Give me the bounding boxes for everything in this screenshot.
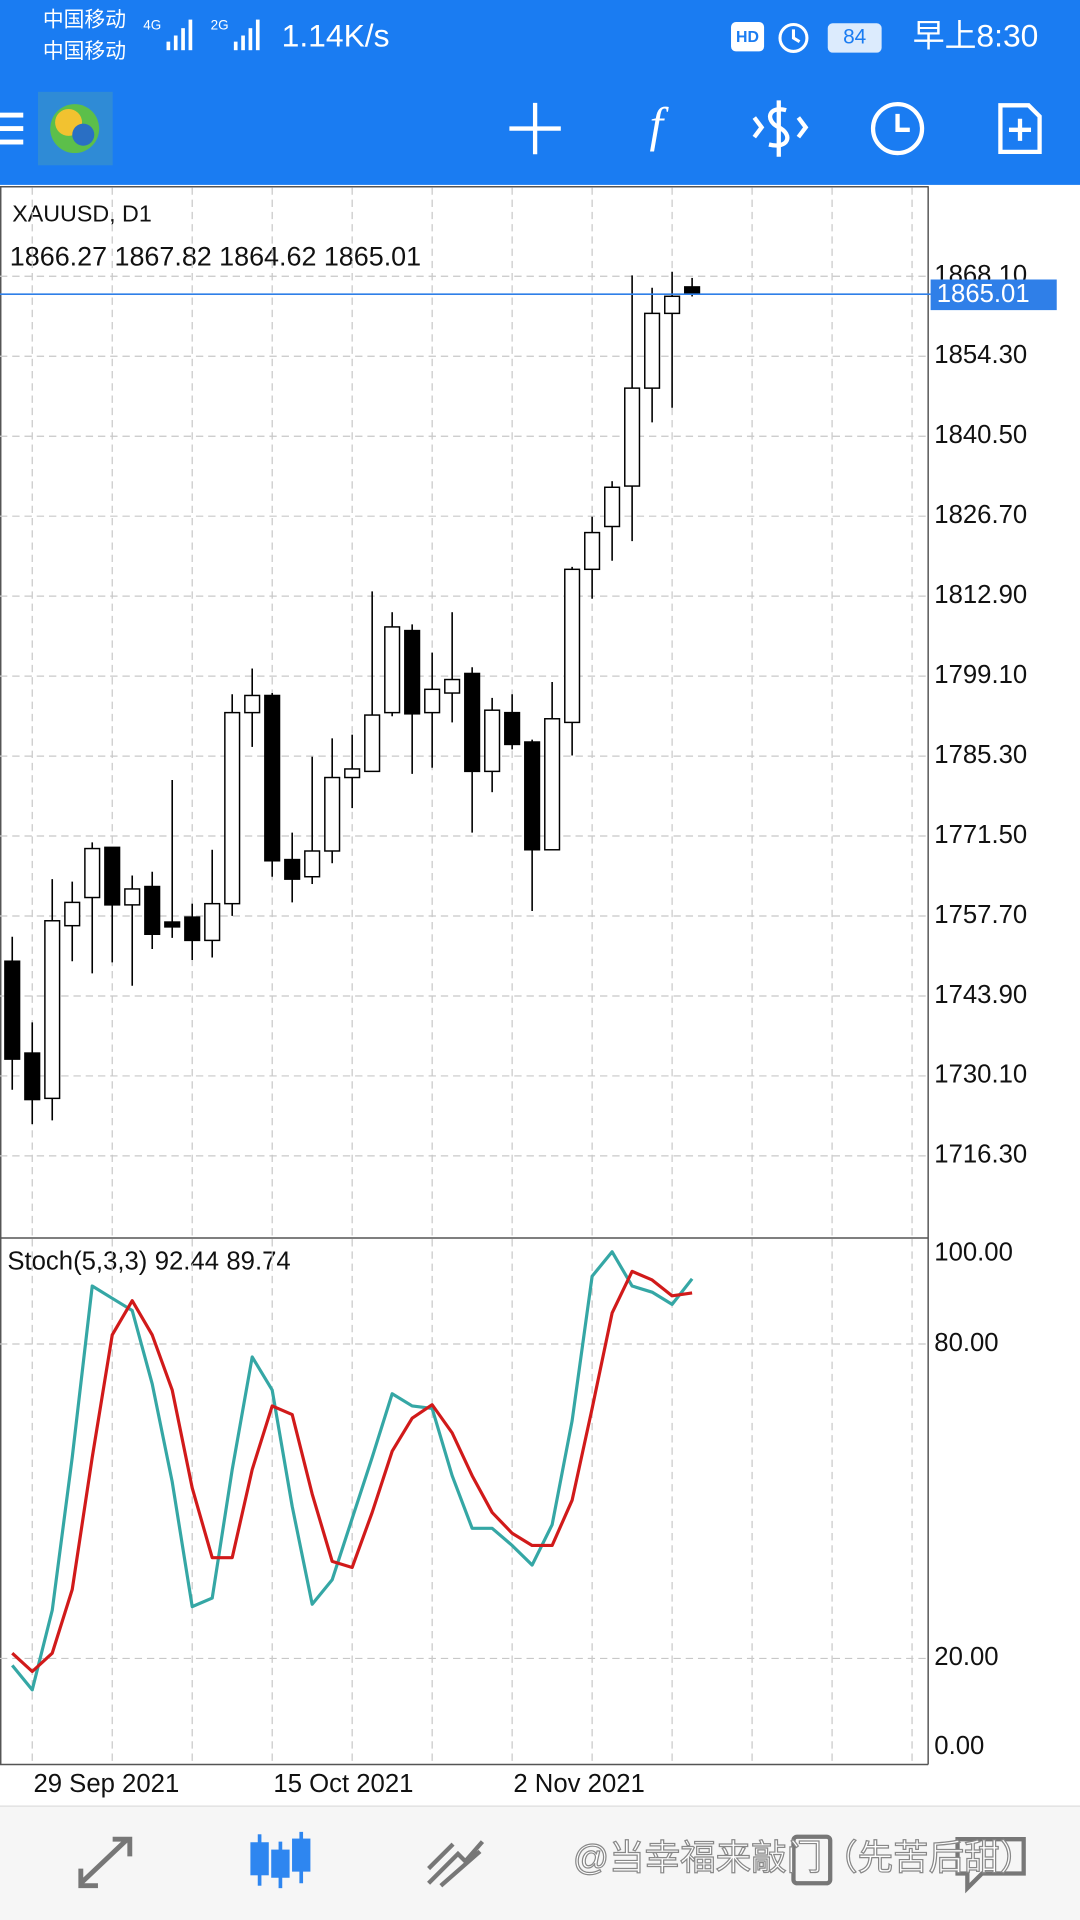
candle-body xyxy=(4,960,21,1060)
candle-body xyxy=(484,709,501,773)
period-button[interactable] xyxy=(870,101,925,156)
watermark: @当幸福来敲门（先苦后甜） xyxy=(573,1837,1035,1877)
crosshair-button[interactable] xyxy=(509,102,561,155)
y-tick-label: 1840.50 xyxy=(934,421,1027,449)
candle-body xyxy=(584,531,601,571)
candle-body xyxy=(304,850,321,878)
app-logo[interactable] xyxy=(37,91,113,166)
y-tick-label: 1785.30 xyxy=(934,741,1027,769)
open-value: 1866.27 xyxy=(10,241,107,271)
candle-body xyxy=(444,678,461,694)
trade-tab[interactable] xyxy=(427,1840,485,1888)
close-value: 1865.01 xyxy=(324,241,421,271)
messages-tab[interactable] xyxy=(955,1837,1026,1894)
candle-body xyxy=(44,920,61,1100)
y-tick-label: 1730.10 xyxy=(934,1061,1027,1089)
candle-body xyxy=(324,776,341,852)
candle-body xyxy=(544,718,561,851)
y-tick-label: 80.00 xyxy=(934,1329,998,1357)
indicator-line xyxy=(11,1250,694,1692)
main-value: 92.44 xyxy=(155,1247,219,1275)
y-tick-label: 0.00 xyxy=(934,1732,984,1760)
templates-button[interactable] xyxy=(998,103,1042,154)
chart-title: XAUUSD, D1 xyxy=(12,201,152,227)
candle-body xyxy=(204,902,221,942)
net-speed: 1.14K/s xyxy=(282,17,390,53)
network: 2G xyxy=(211,17,229,32)
candle-body xyxy=(84,847,101,899)
carrier: 中国移动 xyxy=(43,40,126,63)
signal-icons xyxy=(166,19,260,51)
candle-body xyxy=(184,916,201,942)
y-tick-label: 1716.30 xyxy=(934,1141,1027,1169)
price-label: 1865.01 xyxy=(937,280,1030,308)
x-tick-label: 29 Sep 2021 xyxy=(33,1770,179,1798)
chart-frame xyxy=(0,186,929,1766)
candle-body xyxy=(164,921,181,928)
candle-body xyxy=(384,626,401,714)
y-tick-label: 20.00 xyxy=(934,1643,998,1671)
price-label-box xyxy=(930,279,1057,311)
candle-body xyxy=(64,901,81,927)
y-tick-label: 1743.90 xyxy=(934,981,1027,1009)
y-tick-label: 1771.50 xyxy=(934,821,1027,849)
y-tick-label: 1757.70 xyxy=(934,901,1027,929)
y-tick-label: 1799.10 xyxy=(934,661,1027,689)
plot-layer xyxy=(0,187,931,1764)
x-tick-label: 2 Nov 2021 xyxy=(513,1770,644,1798)
candle-body xyxy=(464,672,481,773)
y-tick-label: 1854.30 xyxy=(934,341,1027,369)
network: 4G xyxy=(143,17,161,32)
axis-layer: 1716.30 1730.10 1743.90 1757.70 1771.50 1785.… xyxy=(33,261,1057,1798)
signal-value: 89.74 xyxy=(226,1247,290,1275)
low-value: 1864.62 xyxy=(219,241,316,271)
candle-body xyxy=(564,568,581,724)
y-tick-label: 100.00 xyxy=(934,1239,1013,1267)
candle-body xyxy=(104,846,121,906)
menu-button[interactable] xyxy=(0,112,24,145)
battery xyxy=(827,23,882,53)
hd-badge xyxy=(731,22,765,52)
y-tick-label: 1826.70 xyxy=(934,501,1027,529)
clock: 早上8:30 xyxy=(913,17,1039,53)
candle-body xyxy=(504,711,521,746)
alarm-icon xyxy=(778,22,809,53)
candle-body xyxy=(644,312,661,389)
high-value: 1867.82 xyxy=(114,241,211,271)
candle-body xyxy=(24,1052,41,1101)
candle-body xyxy=(344,768,361,779)
candle-body xyxy=(124,888,141,906)
candle-body xyxy=(264,694,281,862)
history-tab[interactable] xyxy=(791,1834,833,1886)
chart-tab[interactable] xyxy=(250,1831,311,1889)
ohlc-readout: 1866.27 1867.82 1864.62 1865.01 xyxy=(10,241,421,271)
candle-body xyxy=(364,714,381,773)
candle-body xyxy=(244,694,261,714)
candle-body xyxy=(624,387,641,487)
candle-body xyxy=(524,741,541,851)
candle-body xyxy=(664,295,681,315)
carrier: 中国移动 xyxy=(43,8,126,31)
candle-body xyxy=(404,629,421,715)
x-tick-label: 15 Oct 2021 xyxy=(273,1770,413,1798)
candle-body xyxy=(144,885,161,935)
trade-button[interactable] xyxy=(752,100,809,157)
quotes-tab[interactable] xyxy=(78,1836,133,1889)
indicator-legend: Stoch(5,3,3) 92.44 89.74 xyxy=(7,1247,290,1275)
hd-label: HD xyxy=(736,29,759,46)
indicator-title: Stoch(5,3,3) xyxy=(7,1247,147,1275)
battery-level: 84 xyxy=(843,25,866,48)
candle-body xyxy=(684,286,701,295)
y-tick-label: 1812.90 xyxy=(934,581,1027,609)
candle-body xyxy=(604,486,621,528)
indicator-line xyxy=(11,1269,693,1674)
candle-body xyxy=(284,858,301,880)
bottom-nav xyxy=(0,1806,1080,1920)
candle-body xyxy=(424,688,441,714)
candle-body xyxy=(224,711,241,905)
